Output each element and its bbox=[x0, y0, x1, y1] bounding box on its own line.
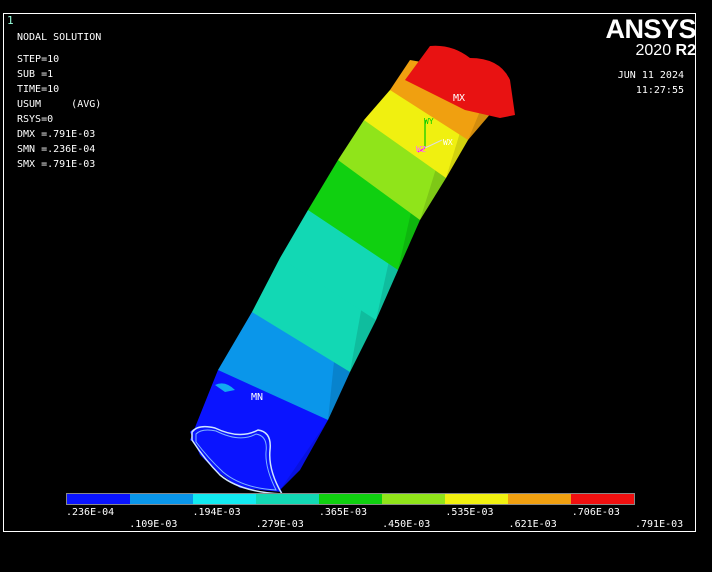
triad: WY WX WZ bbox=[416, 117, 453, 154]
result-item-label: USUM (AVG) bbox=[17, 99, 102, 110]
legend-swatch bbox=[130, 494, 193, 504]
logo-version: 2020 R2 bbox=[605, 42, 697, 60]
solution-title: NODAL SOLUTION bbox=[17, 32, 102, 43]
rsys-label: RSYS=0 bbox=[17, 114, 54, 125]
triad-z-axis bbox=[417, 147, 426, 153]
legend-swatch bbox=[508, 494, 571, 504]
legend-swatch bbox=[193, 494, 256, 504]
substep-label: SUB =1 bbox=[17, 69, 54, 80]
contour-band-shade bbox=[280, 420, 328, 490]
legend-label-bottom: .279E-03 bbox=[255, 519, 304, 530]
legend-label-top: .535E-03 bbox=[445, 507, 494, 518]
bottom-end-face bbox=[190, 383, 284, 495]
legend-label-top: .236E-04 bbox=[66, 507, 115, 518]
logo-release: R2 bbox=[675, 42, 696, 59]
step-label: STEP=10 bbox=[17, 54, 60, 65]
contour-bands bbox=[190, 60, 495, 490]
legend-label-bottom: .450E-03 bbox=[382, 519, 431, 530]
legend-label-top: .706E-03 bbox=[571, 507, 620, 518]
triad-x-axis bbox=[424, 139, 443, 149]
legend-label-top: .365E-03 bbox=[318, 507, 368, 518]
dmx-label: DMX =.791E-03 bbox=[17, 129, 96, 140]
window-number: 1 bbox=[7, 14, 14, 27]
legend-label-bottom: .791E-03 bbox=[635, 519, 684, 530]
date-time-block: JUN 11 2024 11:27:55 bbox=[618, 68, 684, 98]
smx-label: SMX =.791E-03 bbox=[17, 159, 96, 170]
contour-band-shade bbox=[328, 322, 350, 420]
legend-label-bottom: .621E-03 bbox=[508, 519, 557, 530]
legend-swatch bbox=[571, 494, 634, 504]
legend-swatch bbox=[319, 494, 382, 504]
triad-y-label: WY bbox=[424, 117, 434, 126]
logo-brand: ANSYS bbox=[605, 14, 696, 44]
legend-swatch bbox=[382, 494, 445, 504]
date-label: JUN 11 2024 bbox=[617, 70, 684, 81]
legend-swatch bbox=[256, 494, 319, 504]
contour-legend bbox=[66, 493, 635, 505]
triad-x-label: WX bbox=[443, 138, 453, 147]
legend-label-bottom: .109E-03 bbox=[129, 519, 178, 530]
legend-label-top: .194E-03 bbox=[192, 507, 241, 518]
top-cap bbox=[405, 45, 515, 118]
smn-label: SMN =.236E-04 bbox=[17, 144, 96, 155]
max-marker: MX bbox=[453, 93, 465, 104]
clock-label: 11:27:55 bbox=[635, 85, 684, 96]
triad-z-label: WZ bbox=[416, 145, 426, 154]
legend-swatch bbox=[445, 494, 508, 504]
ansys-logo: ANSYS 2020 R2 bbox=[605, 16, 696, 60]
min-marker: MN bbox=[251, 392, 263, 403]
legend-swatch bbox=[67, 494, 130, 504]
logo-year: 2020 bbox=[635, 42, 672, 59]
time-label: TIME=10 bbox=[17, 84, 60, 95]
graphics-window-frame bbox=[3, 13, 696, 532]
